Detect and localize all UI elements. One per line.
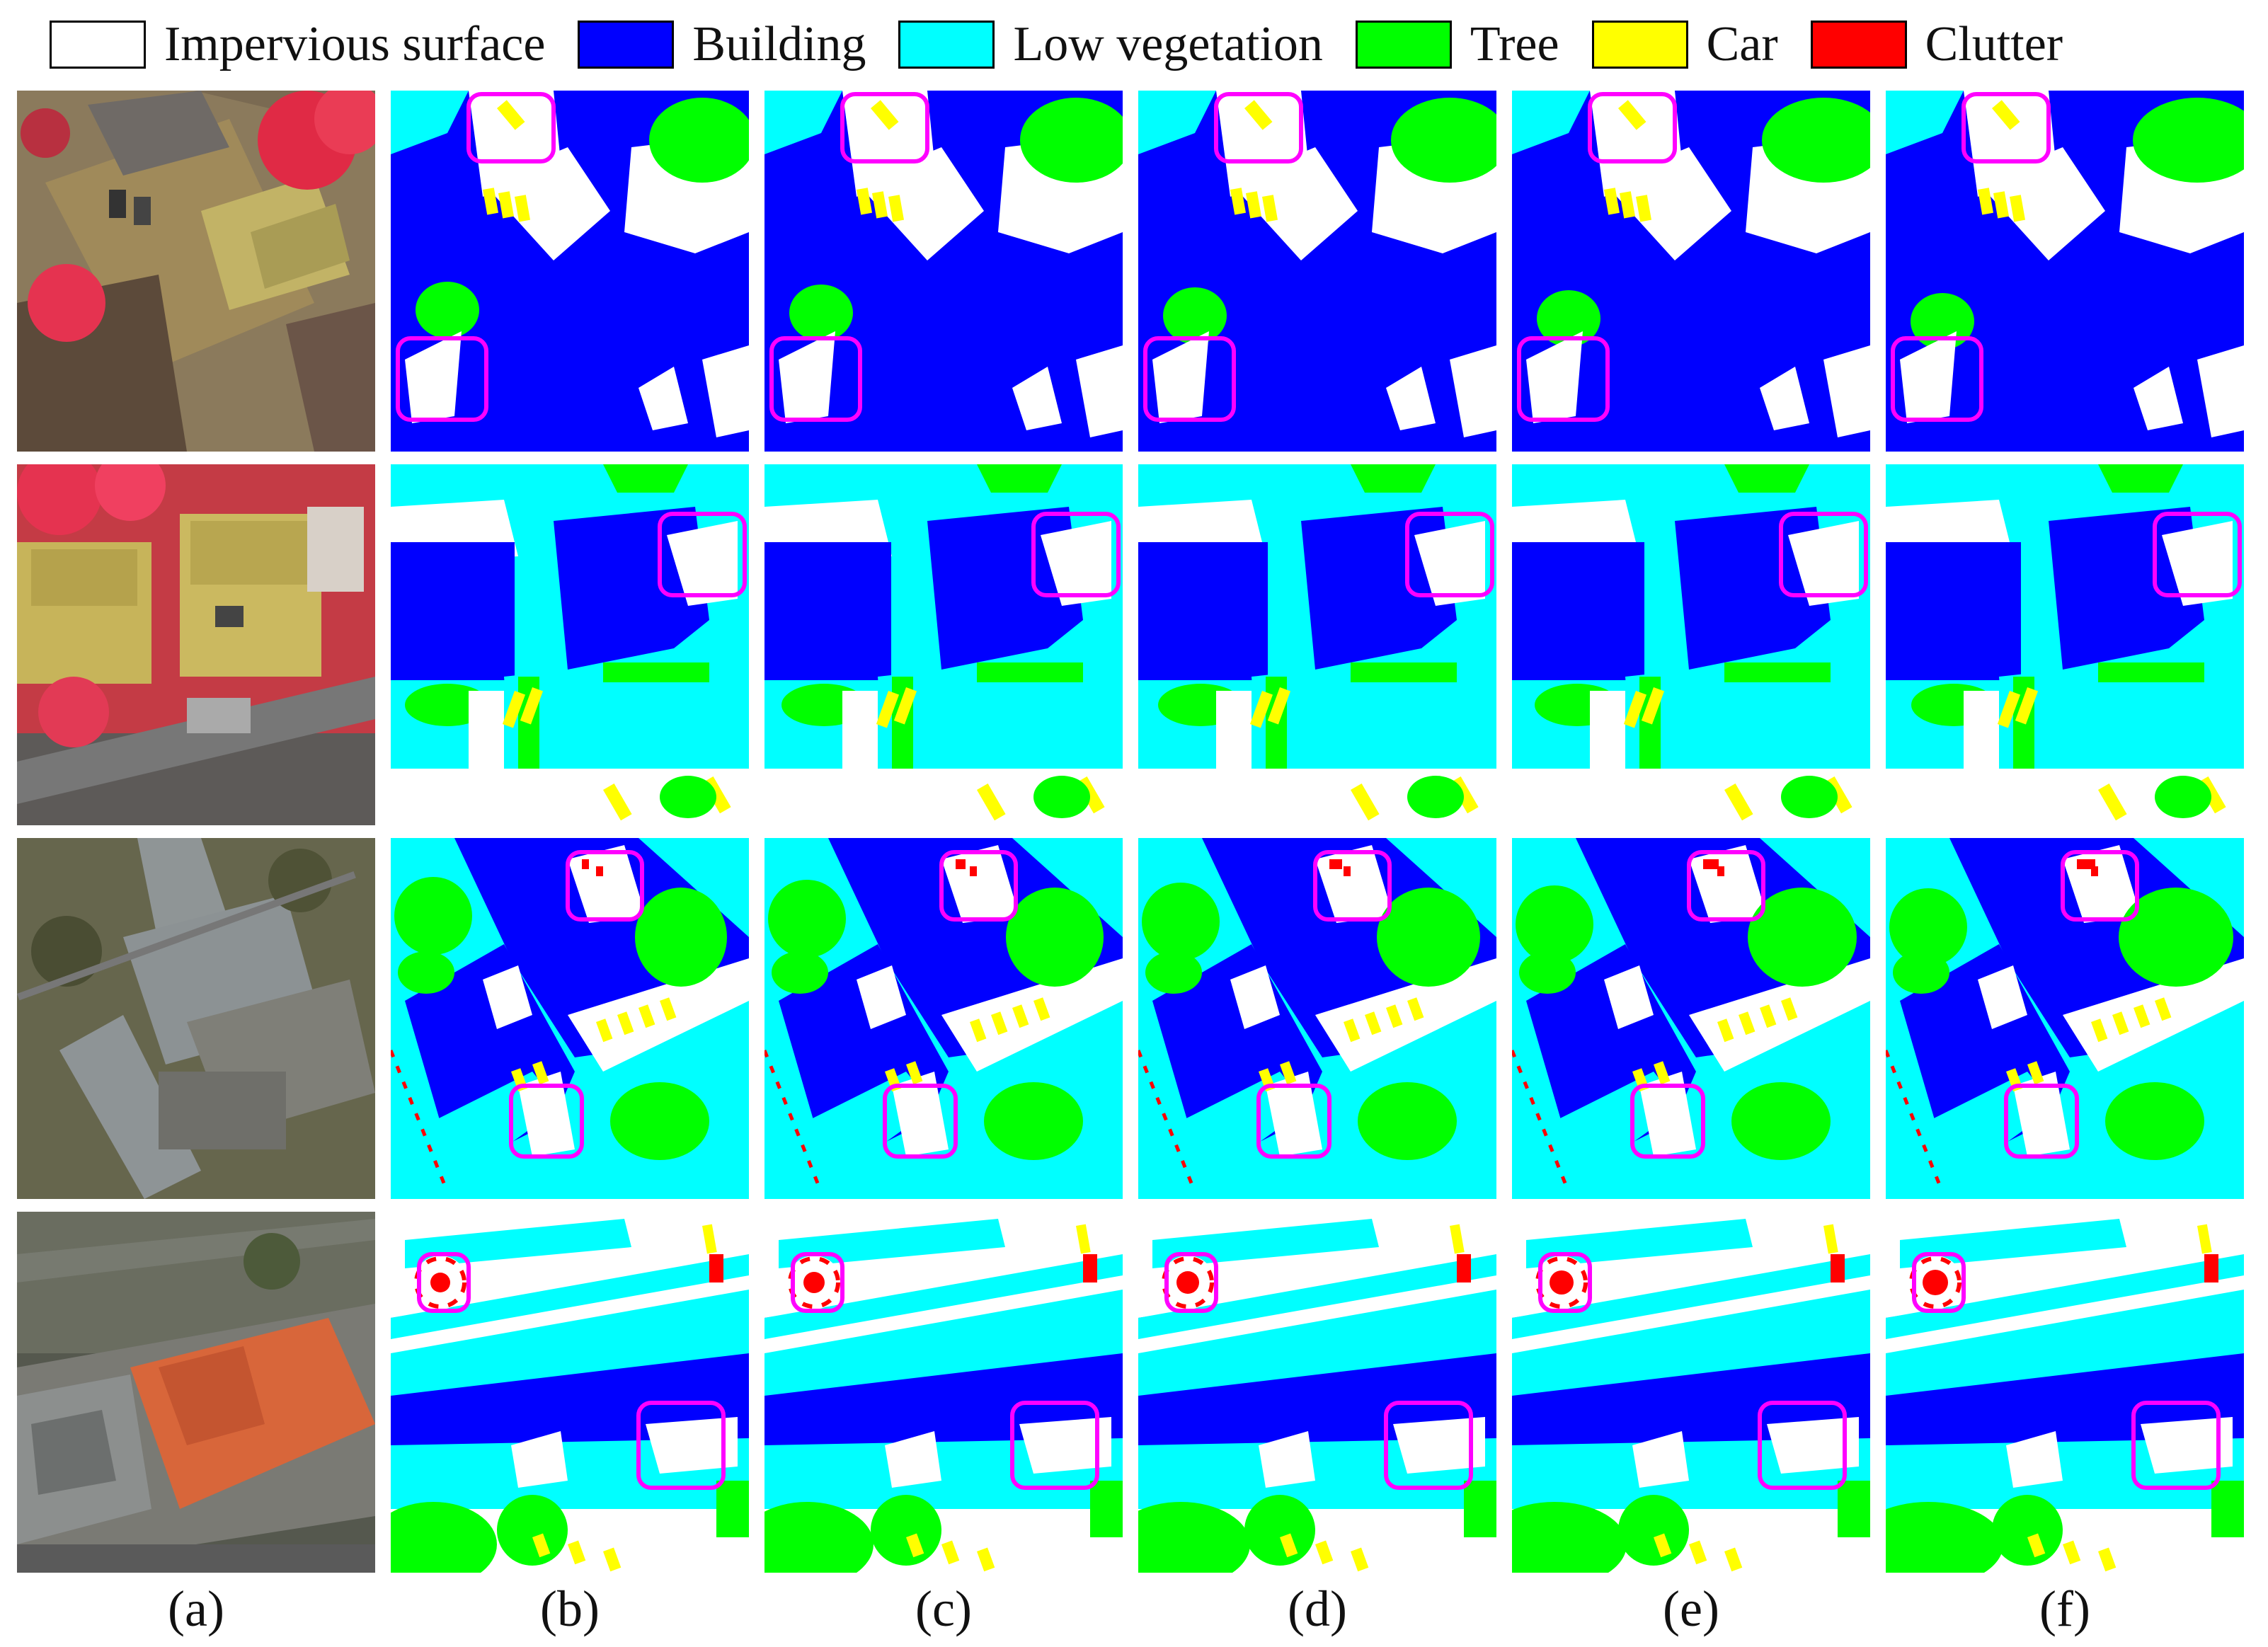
legend-label: Car [1706,17,1778,71]
swatch-car [1591,21,1688,69]
legend-label: Low vegetation [1013,17,1323,71]
swatch-impervious [50,21,146,69]
legend-item-tree: Tree [1355,16,1559,73]
segmentation-map-row-2-col-c [764,464,1123,825]
segmentation-map-row-1-col-b [391,91,749,452]
segmentation-map-row-2-col-e [1512,464,1870,825]
aerial-photo-row-4 [17,1212,375,1573]
column-label-d: (d) [1288,1580,1347,1637]
column-label-f: (f) [2039,1580,2090,1637]
aerial-photo-row-2 [17,464,375,825]
segmentation-map-row-3-col-b [391,838,749,1199]
legend-label: Tree [1470,17,1559,71]
aerial-photo-row-3 [17,838,375,1199]
segmentation-map-row-4-col-e [1512,1212,1870,1573]
swatch-low-vegetation [898,21,995,69]
legend-item-low-vegetation: Low vegetation [898,16,1323,73]
column-label-e: (e) [1663,1580,1719,1637]
segmentation-map-row-1-col-d [1138,91,1496,452]
segmentation-map-row-4-col-f [1886,1212,2244,1573]
segmentation-map-row-1-col-f [1886,91,2244,452]
legend-item-impervious: Impervious surface [50,16,545,73]
image-grid [17,91,2251,1573]
legend-item-car: Car [1591,16,1778,73]
segmentation-map-row-4-col-d [1138,1212,1496,1573]
segmentation-map-row-3-col-d [1138,838,1496,1199]
segmentation-map-row-3-col-f [1886,838,2244,1199]
segmentation-map-row-3-col-e [1512,838,1870,1199]
segmentation-map-row-2-col-f [1886,464,2244,825]
segmentation-map-row-4-col-b [391,1212,749,1573]
swatch-clutter [1810,21,1907,69]
segmentation-map-row-4-col-c [764,1212,1123,1573]
legend-item-building: Building [578,16,866,73]
segmentation-map-row-3-col-c [764,838,1123,1199]
segmentation-map-row-2-col-d [1138,464,1496,825]
aerial-photo-row-1 [17,91,375,452]
column-label-b: (b) [540,1580,600,1637]
column-label-a: (a) [168,1580,224,1637]
legend-label: Impervious surface [164,17,546,71]
segmentation-map-row-1-col-c [764,91,1123,452]
swatch-building [578,21,675,69]
legend-label: Building [692,17,866,71]
column-label-c: (c) [915,1580,972,1637]
legend-item-clutter: Clutter [1810,16,2063,73]
swatch-tree [1355,21,1452,69]
segmentation-map-row-1-col-e [1512,91,1870,452]
segmentation-map-row-2-col-b [391,464,749,825]
legend: Impervious surface Building Low vegetati… [50,13,2095,76]
legend-label: Clutter [1925,17,2063,71]
